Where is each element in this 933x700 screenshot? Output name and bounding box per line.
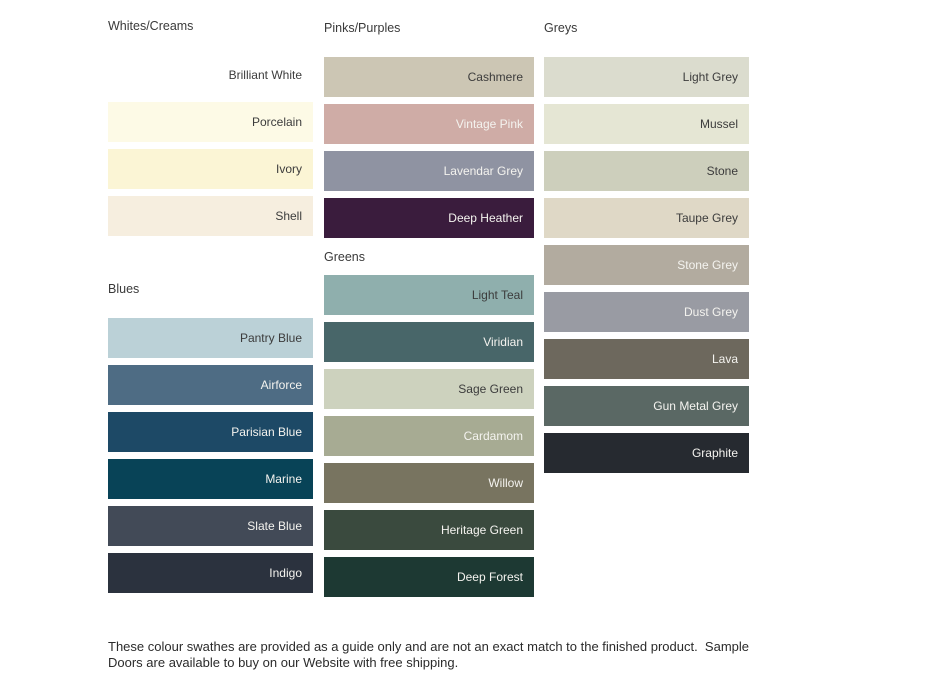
swatch-indigo: Indigo <box>108 553 313 593</box>
swatch-label: Vintage Pink <box>455 117 523 131</box>
swatch-label: Stone Grey <box>677 258 738 272</box>
swatch-cardamom: Cardamom <box>324 416 534 456</box>
swatch-cashmere: Cashmere <box>324 57 534 97</box>
disclaimer-text: These colour swathes are provided as a g… <box>108 639 808 671</box>
swatch-sage-green: Sage Green <box>324 369 534 409</box>
section-greens: Greens Light Teal Viridian Sage Green Cardam… <box>324 250 534 597</box>
swatch-light-grey: Light Grey <box>544 57 749 97</box>
swatch-label: Deep Heather <box>448 211 523 225</box>
swatch-label: Stone <box>706 164 738 178</box>
swatch-stone: Stone <box>544 151 749 191</box>
swatch-viridian: Viridian <box>324 322 534 362</box>
column-0: Whites/Creams Brilliant White Porcelain Ivo… <box>108 0 313 600</box>
swatch-label: Sage Green <box>458 382 523 396</box>
swatch-lavendar-grey: Lavendar Grey <box>324 151 534 191</box>
disclaimer-line-1: These colour swathes are provided as a g… <box>108 639 749 654</box>
swatch-label: Light Teal <box>471 288 523 302</box>
swatch-ivory: Ivory <box>108 149 313 189</box>
swatch-label: Heritage Green <box>440 523 523 537</box>
swatch-label: Willow <box>488 476 523 490</box>
swatch-label: Lavendar Grey <box>443 164 523 178</box>
swatch-dust-grey: Dust Grey <box>544 292 749 332</box>
section-blues: Blues Pantry Blue Airforce Parisian Blue Mar… <box>108 282 313 593</box>
swatch-label: Viridian <box>483 335 523 349</box>
swatch-label: Pantry Blue <box>239 331 302 345</box>
swatch-label: Dust Grey <box>683 305 738 319</box>
swatch-label: Lava <box>711 352 738 366</box>
swatch-pantry-blue: Pantry Blue <box>108 318 313 358</box>
swatch-label: Airforce <box>260 378 302 392</box>
swatch-light-teal: Light Teal <box>324 275 534 315</box>
section-label-greys: Greys <box>544 21 578 35</box>
disclaimer-line-2: Doors are available to buy on our Websit… <box>108 655 459 670</box>
swatch-stone-grey: Stone Grey <box>544 245 749 285</box>
swatch-label: Slate Blue <box>247 519 302 533</box>
swatch-mussel: Mussel <box>544 104 749 144</box>
swatch-heritage-green: Heritage Green <box>324 510 534 550</box>
swatch-label: Mussel <box>699 117 738 131</box>
swatch-shell: Shell <box>108 196 313 236</box>
swatch-label: Graphite <box>691 446 738 460</box>
swatch-gun-metal-grey: Gun Metal Grey <box>544 386 749 426</box>
swatch-label: Indigo <box>269 566 302 580</box>
section-label-blues: Blues <box>108 282 140 296</box>
swatch-label: Cardamom <box>463 429 523 443</box>
section-label-greens: Greens <box>324 250 365 264</box>
swatch-deep-heather: Deep Heather <box>324 198 534 238</box>
swatch-airforce: Airforce <box>108 365 313 405</box>
swatch-porcelain: Porcelain <box>108 102 313 142</box>
section-greys: Greys Light Grey Mussel Stone Taupe Grey Ston… <box>544 21 749 473</box>
section-pinks-purples: Pinks/Purples Cashmere Vintage Pink Lavenda… <box>324 21 534 238</box>
swatch-label: Ivory <box>275 162 302 176</box>
swatch-label: Marine <box>265 472 302 486</box>
swatch-marine: Marine <box>108 459 313 499</box>
swatch-graphite: Graphite <box>544 433 749 473</box>
swatch-willow: Willow <box>324 463 534 503</box>
section-whites-creams: Whites/Creams Brilliant White Porcelain Ivo… <box>108 19 313 236</box>
swatch-label: Gun Metal Grey <box>653 399 738 413</box>
swatch-label: Shell <box>275 209 302 223</box>
swatch-taupe-grey: Taupe Grey <box>544 198 749 238</box>
column-1: Pinks/Purples Cashmere Vintage Pink Lavenda… <box>324 0 534 604</box>
swatch-deep-forest: Deep Forest <box>324 557 534 597</box>
swatch-lava: Lava <box>544 339 749 379</box>
swatch-label: Porcelain <box>251 115 302 129</box>
swatch-label: Deep Forest <box>456 570 523 584</box>
swatch-vintage-pink: Vintage Pink <box>324 104 534 144</box>
swatch-label: Brilliant White <box>228 68 302 82</box>
swatch-label: Parisian Blue <box>231 425 302 439</box>
swatch-label: Cashmere <box>467 70 523 84</box>
swatch-label: Light Grey <box>682 70 738 84</box>
section-label-whites-creams: Whites/Creams <box>108 19 194 33</box>
swatch-label: Taupe Grey <box>675 211 738 225</box>
column-2: Greys Light Grey Mussel Stone Taupe Grey Ston… <box>544 0 749 480</box>
swatch-brilliant-white: Brilliant White <box>108 55 313 95</box>
swatch-slate-blue: Slate Blue <box>108 506 313 546</box>
swatch-parisian-blue: Parisian Blue <box>108 412 313 452</box>
section-label-pinks-purples: Pinks/Purples <box>324 21 401 35</box>
